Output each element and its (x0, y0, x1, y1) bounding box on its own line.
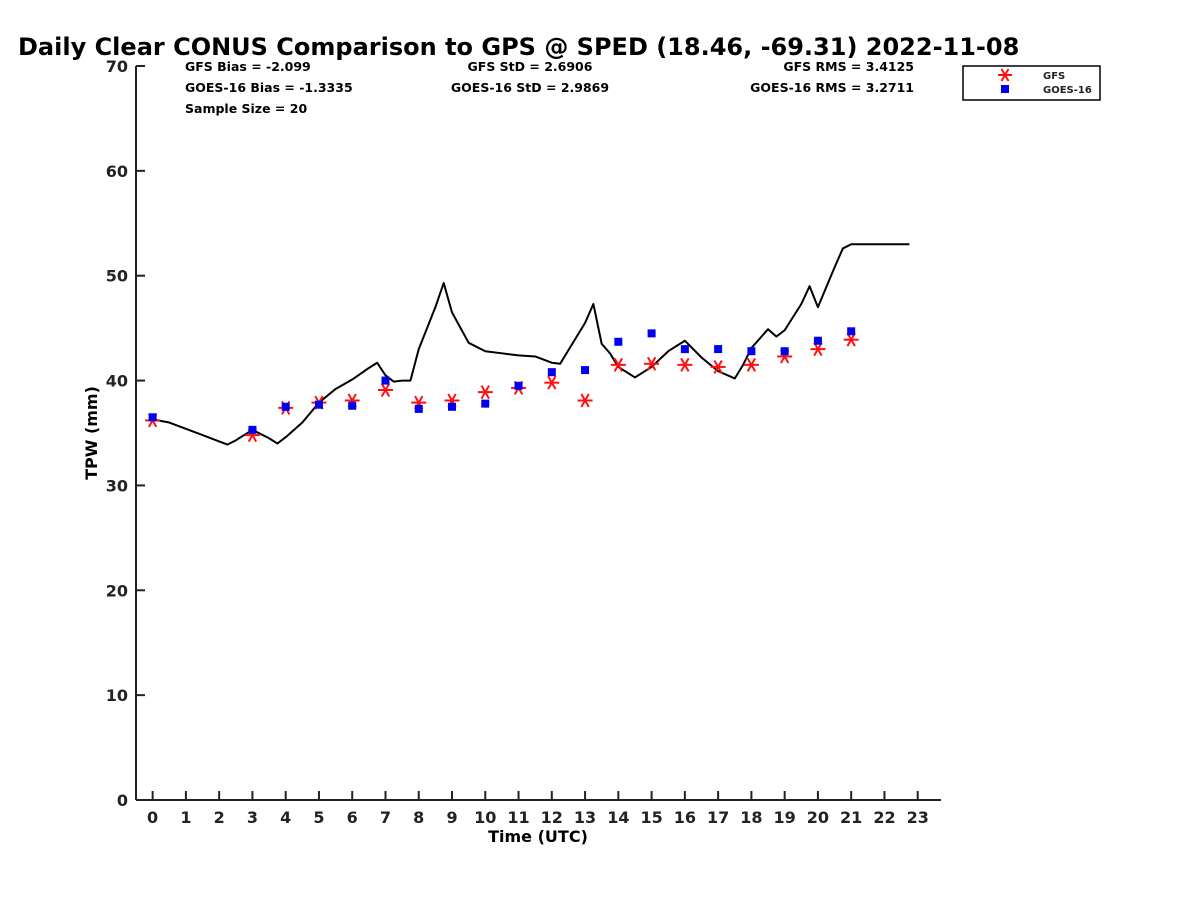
goes-bias-text: GOES-16 Bias = -1.3335 (185, 80, 353, 95)
x-tick-label: 17 (707, 808, 729, 827)
goes-point (448, 402, 457, 411)
x-axis-label: Time (UTC) (488, 827, 588, 846)
legend-box (962, 65, 1101, 101)
gfs-point (610, 357, 626, 372)
x-tick-label: 10 (474, 808, 496, 827)
x-tick-label: 21 (840, 808, 862, 827)
legend-label: GOES-16 (1043, 85, 1092, 96)
goes-point (680, 345, 689, 354)
gfs-point (577, 393, 593, 408)
legend-goes-marker (1001, 85, 1009, 93)
x-tick-label: 3 (247, 808, 258, 827)
y-axis-label: TPW (mm) (82, 386, 101, 480)
x-tick-label: 15 (640, 808, 662, 827)
x-tick-label: 8 (413, 808, 424, 827)
goes-point (847, 327, 856, 336)
gfs-point (377, 383, 393, 398)
x-tick-label: 12 (541, 808, 563, 827)
legend-label: GFS (1043, 71, 1065, 82)
legend-gfs-marker (998, 68, 1012, 82)
gps-line (152, 243, 910, 446)
goes-std-text: GOES-16 StD = 2.9869 (451, 80, 609, 95)
plot-marks (145, 243, 910, 446)
goes-point (813, 336, 822, 345)
gfs-std-text: GFS StD = 2.6906 (468, 59, 593, 74)
y-tick-label: 10 (106, 686, 128, 705)
gfs-rms-text: GFS RMS = 3.4125 (783, 59, 914, 74)
y-tick-label: 60 (106, 162, 128, 181)
goes-point (281, 402, 290, 411)
x-tick-label: 19 (774, 808, 796, 827)
x-tick-label: 23 (907, 808, 929, 827)
goes-point (414, 404, 423, 413)
gfs-point (710, 359, 726, 374)
x-tick-label: 14 (607, 808, 629, 827)
gfs-point (810, 342, 826, 357)
goes-point (747, 347, 756, 356)
x-tick-label: 5 (313, 808, 324, 827)
gfs-point (644, 356, 660, 371)
goes-point (348, 401, 357, 410)
x-tick-label: 11 (507, 808, 529, 827)
goes-point (381, 376, 390, 385)
goes-point (780, 347, 789, 356)
chart-title: Daily Clear CONUS Comparison to GPS @ SP… (18, 33, 1019, 61)
sample-size-text: Sample Size = 20 (185, 101, 307, 116)
x-tick-label: 16 (674, 808, 696, 827)
x-tick-label: 2 (214, 808, 225, 827)
stats-block: GFS Bias = -2.099 GOES-16 Bias = -1.3335… (185, 59, 914, 116)
goes-point (514, 381, 523, 390)
goes-point (714, 345, 723, 354)
gfs-point (743, 357, 759, 372)
gfs-point (843, 332, 859, 347)
x-tick-label: 7 (380, 808, 391, 827)
goes-point (581, 366, 590, 375)
y-tick-label: 20 (106, 581, 128, 600)
gfs-point (544, 375, 560, 390)
x-tick-label: 1 (180, 808, 191, 827)
x-tick-label: 13 (574, 808, 596, 827)
goes-point (248, 425, 257, 434)
y-tick-label: 70 (106, 57, 128, 76)
x-tick-label: 20 (807, 808, 829, 827)
x-tick-label: 4 (280, 808, 291, 827)
x-tick-label: 18 (740, 808, 762, 827)
y-tick-label: 0 (117, 791, 128, 810)
x-tick-label: 6 (347, 808, 358, 827)
legend: GFS GOES-16 (962, 65, 1101, 101)
goes-point (614, 337, 623, 346)
y-tick-label: 30 (106, 476, 128, 495)
x-tick-label: 22 (873, 808, 895, 827)
goes-point (647, 329, 656, 338)
gfs-bias-text: GFS Bias = -2.099 (185, 59, 311, 74)
goes-point (547, 368, 556, 377)
gfs-point (477, 385, 493, 400)
gfs-point (677, 357, 693, 372)
goes-point (314, 400, 323, 409)
y-tick-label: 50 (106, 267, 128, 286)
goes-point (481, 399, 490, 408)
x-tick-label: 9 (446, 808, 457, 827)
x-tick-label: 0 (147, 808, 158, 827)
goes-point (148, 413, 157, 422)
y-tick-label: 40 (106, 372, 128, 391)
goes-rms-text: GOES-16 RMS = 3.2711 (750, 80, 914, 95)
